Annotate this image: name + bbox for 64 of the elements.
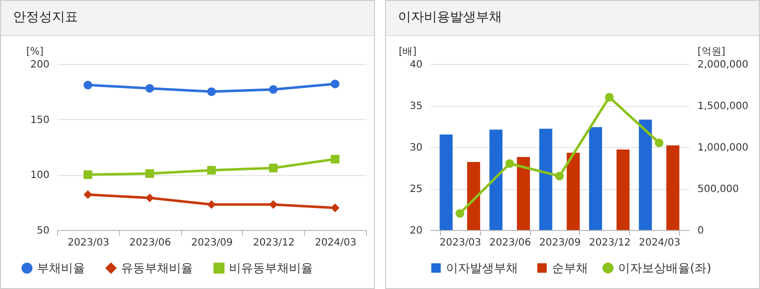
x-tick-label: 2023/09	[191, 238, 233, 248]
y-tick-label: 50	[36, 226, 50, 236]
point	[330, 80, 340, 88]
y-axis-title: [배]	[398, 46, 417, 58]
point	[84, 80, 92, 90]
chart-title: 이자비용발생부채	[386, 1, 759, 36]
bar	[539, 128, 552, 230]
point	[555, 172, 564, 180]
bar	[516, 156, 530, 230]
x-tick-label: 2023/12	[589, 238, 631, 248]
point	[654, 138, 664, 148]
y-tick-label: 150	[30, 114, 50, 126]
x-tick-label: 2023/09	[539, 238, 581, 248]
legend-label: 순부채	[552, 261, 588, 275]
y2-tick-label: 1,000,000	[698, 142, 748, 154]
point	[330, 154, 340, 164]
x-tick-label: 2023/06	[129, 238, 171, 248]
y-axis-title: [%]	[26, 46, 44, 58]
point	[84, 190, 92, 199]
y2-tick-label: 500,000	[698, 184, 739, 195]
bar	[440, 134, 453, 230]
point	[145, 194, 154, 202]
y-tick-label: 40	[410, 60, 422, 70]
x-tick-label: 2023/03	[440, 238, 482, 248]
point	[604, 92, 614, 102]
y2-tick-label: 1,500,000	[698, 101, 748, 112]
legend-label: 이자발생부채	[446, 261, 518, 275]
y2-tick-label: 2,000,000	[698, 60, 748, 70]
y-tick-label: 35	[410, 101, 422, 112]
y2-axis-title: [억원]	[698, 46, 726, 58]
point	[145, 84, 154, 93]
point	[505, 159, 514, 168]
bar	[638, 120, 652, 230]
legend-label: 부채비율	[37, 261, 85, 276]
point	[207, 166, 216, 175]
y-tick-label: 25	[410, 184, 422, 195]
point	[268, 164, 278, 172]
x-tick-label: 2023/06	[489, 238, 531, 248]
y-tick-label: 200	[30, 60, 50, 70]
y-tick-label: 100	[30, 170, 50, 182]
bar	[489, 130, 502, 230]
point	[268, 85, 278, 94]
point	[207, 87, 216, 96]
bar	[666, 145, 680, 230]
legend-label: 이자보상배율(좌)	[618, 261, 712, 275]
legend-label: 비유동부채비율	[229, 261, 313, 276]
x-tick-label: 2023/03	[68, 238, 110, 248]
x-tick-label: 2024/03	[314, 238, 356, 248]
point	[330, 204, 340, 212]
bar	[566, 152, 580, 230]
chart-title: 안정성지표	[1, 1, 374, 36]
point	[207, 200, 216, 209]
bar	[616, 149, 630, 230]
bar	[589, 127, 602, 230]
x-tick-label: 2024/03	[638, 238, 680, 248]
y2-tick-label: 0	[698, 226, 704, 236]
point	[84, 170, 92, 179]
y-tick-label: 20	[410, 226, 422, 236]
bar	[467, 162, 480, 230]
legend-label: 유동부채비율	[121, 261, 193, 276]
y-tick-label: 30	[410, 142, 422, 154]
point	[456, 209, 464, 218]
x-tick-label: 2023/12	[253, 238, 295, 248]
point	[145, 169, 154, 178]
